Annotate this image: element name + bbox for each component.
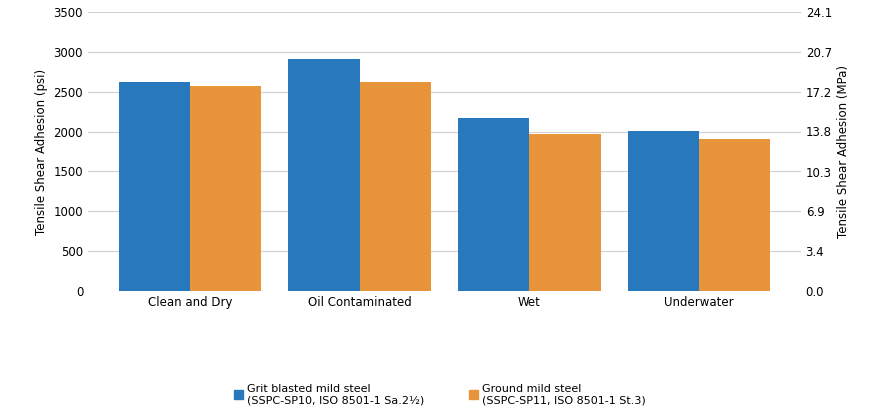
Bar (190, 85, 261, 290)
Bar (627, 131, 699, 290)
Legend: Grit blasted mild steel
(SSPC-SP10, ISO 8501-1 Sa.2½), Ground mild steel
(SSPC-S: Grit blasted mild steel (SSPC-SP10, ISO … (234, 384, 646, 405)
Bar (458, 118, 529, 290)
Bar (119, 82, 190, 290)
Y-axis label: Tensile Shear Adhesion (psi): Tensile Shear Adhesion (psi) (35, 68, 48, 234)
Bar (360, 82, 431, 290)
Bar (529, 134, 600, 290)
Y-axis label: Tensile Shear Adhesion (MPa): Tensile Shear Adhesion (MPa) (838, 65, 850, 238)
Bar (699, 139, 770, 290)
Bar (289, 59, 360, 290)
